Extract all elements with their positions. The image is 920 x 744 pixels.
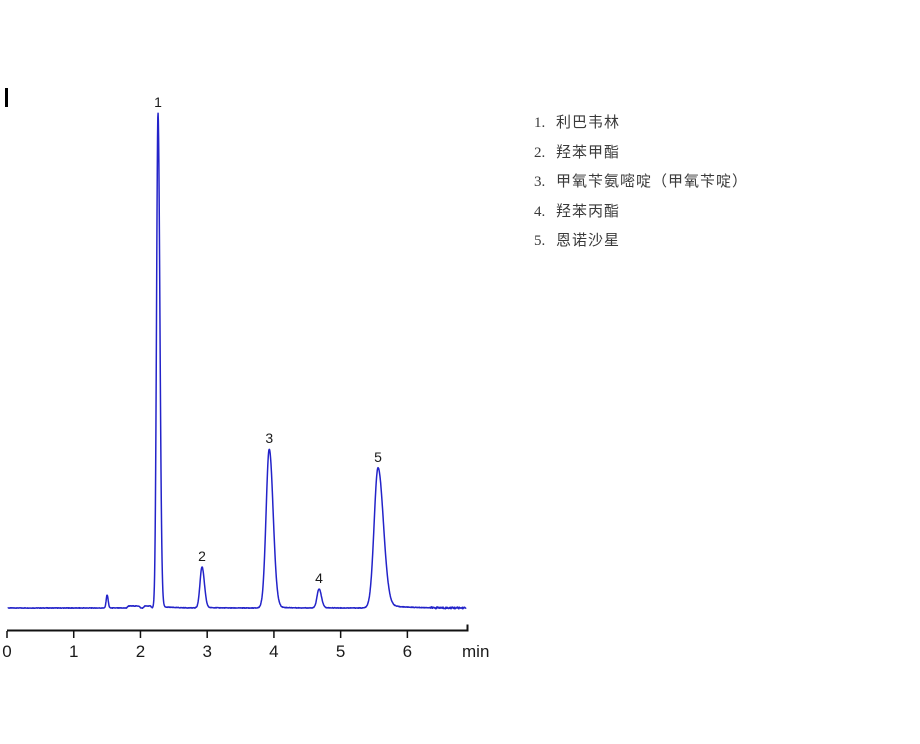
legend-item: 3. 甲氧苄氨嘧啶（甲氧苄啶） bbox=[534, 168, 748, 198]
x-axis-unit-label: min bbox=[462, 642, 489, 661]
legend-item-name: 甲氧苄氨嘧啶（甲氧苄啶） bbox=[556, 174, 749, 190]
legend-item-number: 5. bbox=[534, 233, 546, 249]
peak-label-2: 2 bbox=[198, 548, 206, 564]
peak-label-3: 3 bbox=[265, 430, 273, 446]
x-tick-label: 6 bbox=[403, 642, 412, 661]
peak-label-4: 4 bbox=[315, 570, 323, 586]
x-tick-label: 1 bbox=[69, 642, 78, 661]
legend-item: 5. 恩诺沙星 bbox=[534, 227, 748, 257]
peak-legend: 1. 利巴韦林 2. 羟苯甲酯 3. 甲氧苄氨嘧啶（甲氧苄啶） 4. 羟苯丙酯 … bbox=[534, 109, 748, 257]
signal-trace bbox=[7, 112, 467, 610]
x-tick-label: 4 bbox=[269, 642, 278, 661]
x-tick-label: 0 bbox=[2, 642, 11, 661]
x-axis-line bbox=[7, 624, 469, 632]
legend-item-name: 羟苯丙酯 bbox=[556, 203, 621, 220]
legend-item-name: 羟苯甲酯 bbox=[556, 144, 621, 161]
peak-label-5: 5 bbox=[374, 449, 382, 465]
legend-item-name: 恩诺沙星 bbox=[556, 233, 621, 249]
legend-item: 1. 利巴韦林 bbox=[534, 109, 748, 139]
x-tick-label: 3 bbox=[202, 642, 211, 661]
x-tick-label: 5 bbox=[336, 642, 345, 661]
legend-item-name: 利巴韦林 bbox=[556, 115, 621, 131]
x-tick-label: 2 bbox=[136, 642, 145, 661]
text-cursor-mark bbox=[5, 88, 8, 107]
legend-item-number: 2. bbox=[534, 144, 546, 161]
legend-item-number: 3. bbox=[534, 174, 546, 190]
legend-item-number: 4. bbox=[534, 203, 546, 220]
legend-item-number: 1. bbox=[534, 115, 546, 131]
legend-item: 2. 羟苯甲酯 bbox=[534, 139, 748, 169]
legend-item: 4. 羟苯丙酯 bbox=[534, 198, 748, 228]
peak-label-1: 1 bbox=[154, 94, 162, 110]
